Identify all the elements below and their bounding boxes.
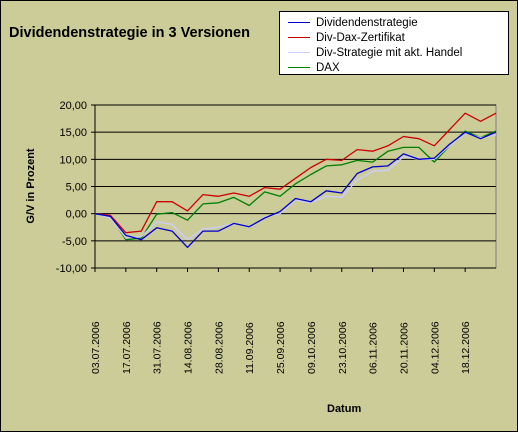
x-tick-label: 31.07.2006 [152,321,164,374]
legend-item-dax: DAX [280,60,508,75]
y-tick-label: 5,00 [66,182,87,194]
x-axis-label: Datum [327,403,362,415]
x-tick-label: 09.10.2006 [306,321,318,374]
x-tick-label: 17.07.2006 [121,321,133,374]
legend-label: Dividendenstrategie [316,16,418,29]
x-tick-label: 11.09.2006 [244,322,256,374]
legend-label: Div-Dax-Zertifikat [316,31,405,44]
x-tick-label: 20.11.2006 [398,322,410,374]
y-tick-label: 15,00 [59,127,87,139]
legend-item-div-dax-zertifikat: Div-Dax-Zertifikat [280,30,508,45]
x-tick-label: 04.12.2006 [429,321,441,374]
series-line-3 [94,130,497,241]
series-line-2 [94,132,497,241]
x-tick-label: 23.10.2006 [337,321,349,374]
legend-swatch-dax [288,67,310,68]
chart-title: Dividendenstrategie in 3 Versionen [9,25,250,41]
legend-item-div-strategie-akt-handel: Div-Strategie mit akt. Handel [280,45,508,60]
x-tick-label: 03.07.2006 [90,321,102,374]
legend-label: DAX [316,61,340,74]
y-tick-label: 10,00 [59,154,87,166]
x-tick-label: 06.11.2006 [368,322,380,374]
y-tick-label: -5,00 [62,236,87,248]
legend-swatch-div-strategie-akt-handel [288,52,310,53]
x-tick-label: 25.09.2006 [275,321,287,374]
x-tick-layer: 03.07.2006 17.07.2006 31.07.2006 14.08.2006… [90,267,496,374]
series-line-1 [94,112,497,234]
x-tick-label: 28.08.2006 [213,321,225,374]
y-axis-label: G/V in Prozent [25,148,37,224]
x-tick-label: 14.08.2006 [183,321,195,374]
legend-label: Div-Strategie mit akt. Handel [316,46,463,59]
legend-item-dividendenstrategie: Dividendenstrategie [280,15,508,30]
y-tick-label: 0,00 [66,209,87,221]
y-tick-label: -10,00 [56,263,87,275]
y-tick-label: 20,00 [59,100,87,112]
legend-swatch-div-dax-zertifikat [288,37,310,38]
legend-swatch-dividendenstrategie [288,22,310,23]
x-tick-label: 18.12.2006 [460,321,472,374]
y-tick-layer: -10,00 -5,00 0,00 5,00 10,00 15,00 20,00 [56,100,96,275]
legend: Dividendenstrategie Div-Dax-Zertifikat D… [279,11,509,75]
series-line-0 [94,131,497,249]
series-layer [94,112,497,249]
